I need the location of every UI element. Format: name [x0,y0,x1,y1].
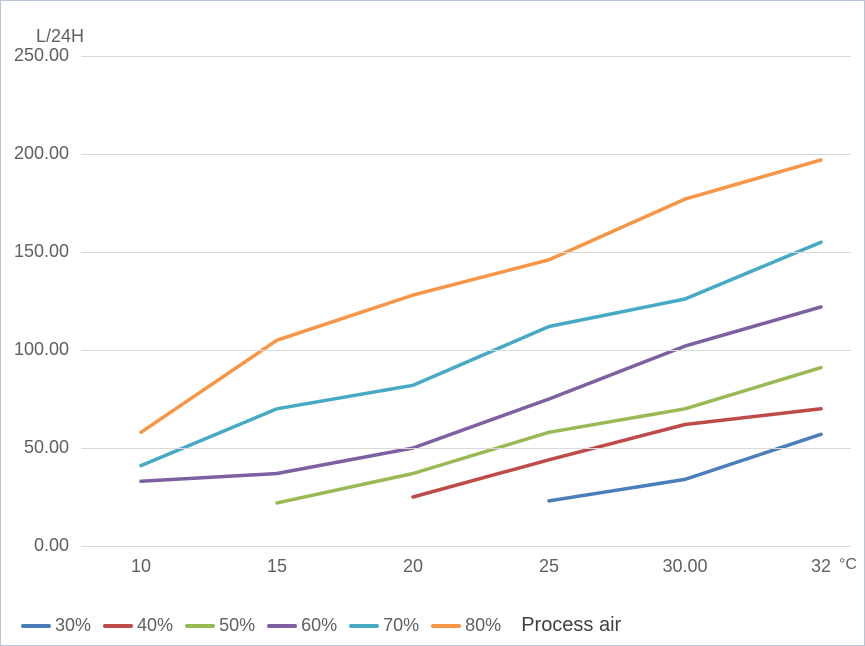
x-tick-label: 32 [811,556,831,577]
legend-item: 60% [267,615,337,636]
legend-swatch [21,624,51,628]
series-line [141,160,821,432]
chart-container: L/24H 0.0050.00100.00150.00200.00250.00 … [0,0,865,646]
x-tick-label: 25 [539,556,559,577]
x-tick-label: 10 [131,556,151,577]
legend-label: 70% [383,615,419,636]
x-tick-label: 30.00 [662,556,707,577]
gridline [81,154,851,155]
series-line [141,307,821,481]
gridline [81,56,851,57]
legend: 30% 40% 50% 60% 70% 80% Process air [21,614,844,637]
x-axis-unit: °C [839,556,857,574]
gridline [81,350,851,351]
y-tick-label: 0.00 [34,535,69,556]
legend-item: 70% [349,615,419,636]
gridline [81,448,851,449]
legend-swatch [431,624,461,628]
y-tick-label: 100.00 [14,339,69,360]
x-tick-label: 15 [267,556,287,577]
y-axis-title: L/24H [36,26,84,47]
x-tick-label: 20 [403,556,423,577]
gridline [81,546,851,547]
legend-label: 80% [465,615,501,636]
y-tick-label: 50.00 [24,437,69,458]
legend-swatch [103,624,133,628]
legend-item: 50% [185,615,255,636]
y-tick-label: 250.00 [14,45,69,66]
legend-swatch [267,624,297,628]
line-chart-svg [81,56,851,546]
legend-item: 80% [431,615,501,636]
legend-label: 30% [55,615,91,636]
y-tick-label: 200.00 [14,143,69,164]
plot-area [81,56,851,546]
y-tick-label: 150.00 [14,241,69,262]
series-line [549,434,821,501]
legend-item: 30% [21,615,91,636]
legend-item: 40% [103,615,173,636]
legend-swatch [185,624,215,628]
legend-swatch [349,624,379,628]
series-line [277,368,821,503]
legend-axis-label: Process air [521,614,621,637]
legend-label: 50% [219,615,255,636]
legend-label: 60% [301,615,337,636]
gridline [81,252,851,253]
legend-label: 40% [137,615,173,636]
